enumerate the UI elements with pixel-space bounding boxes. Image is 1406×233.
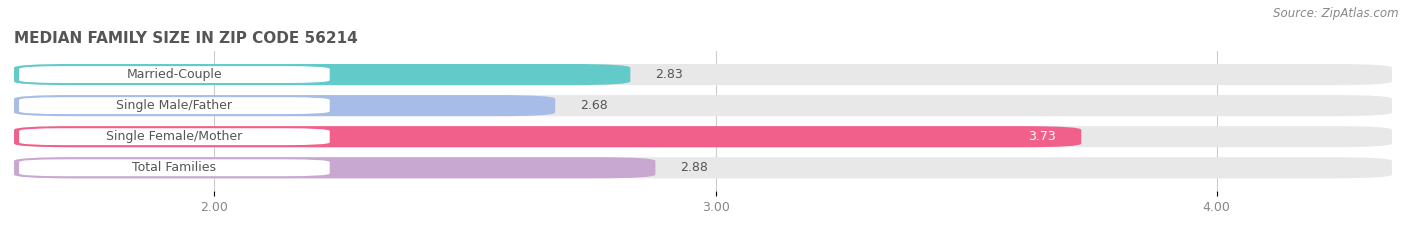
FancyBboxPatch shape (14, 64, 630, 85)
FancyBboxPatch shape (20, 97, 330, 114)
Text: MEDIAN FAMILY SIZE IN ZIP CODE 56214: MEDIAN FAMILY SIZE IN ZIP CODE 56214 (14, 31, 357, 46)
FancyBboxPatch shape (14, 157, 1392, 178)
Text: Married-Couple: Married-Couple (127, 68, 222, 81)
FancyBboxPatch shape (20, 159, 330, 176)
Text: 2.68: 2.68 (581, 99, 607, 112)
FancyBboxPatch shape (14, 95, 555, 116)
FancyBboxPatch shape (14, 157, 655, 178)
FancyBboxPatch shape (14, 126, 1392, 147)
Text: 2.88: 2.88 (681, 161, 709, 174)
Text: Single Male/Father: Single Male/Father (117, 99, 232, 112)
FancyBboxPatch shape (20, 128, 330, 145)
Text: 3.73: 3.73 (1028, 130, 1056, 143)
Text: Total Families: Total Families (132, 161, 217, 174)
FancyBboxPatch shape (14, 126, 1081, 147)
Text: Single Female/Mother: Single Female/Mother (107, 130, 242, 143)
FancyBboxPatch shape (20, 66, 330, 83)
FancyBboxPatch shape (14, 95, 1392, 116)
FancyBboxPatch shape (14, 64, 1392, 85)
Text: 2.83: 2.83 (655, 68, 683, 81)
Text: Source: ZipAtlas.com: Source: ZipAtlas.com (1274, 7, 1399, 20)
